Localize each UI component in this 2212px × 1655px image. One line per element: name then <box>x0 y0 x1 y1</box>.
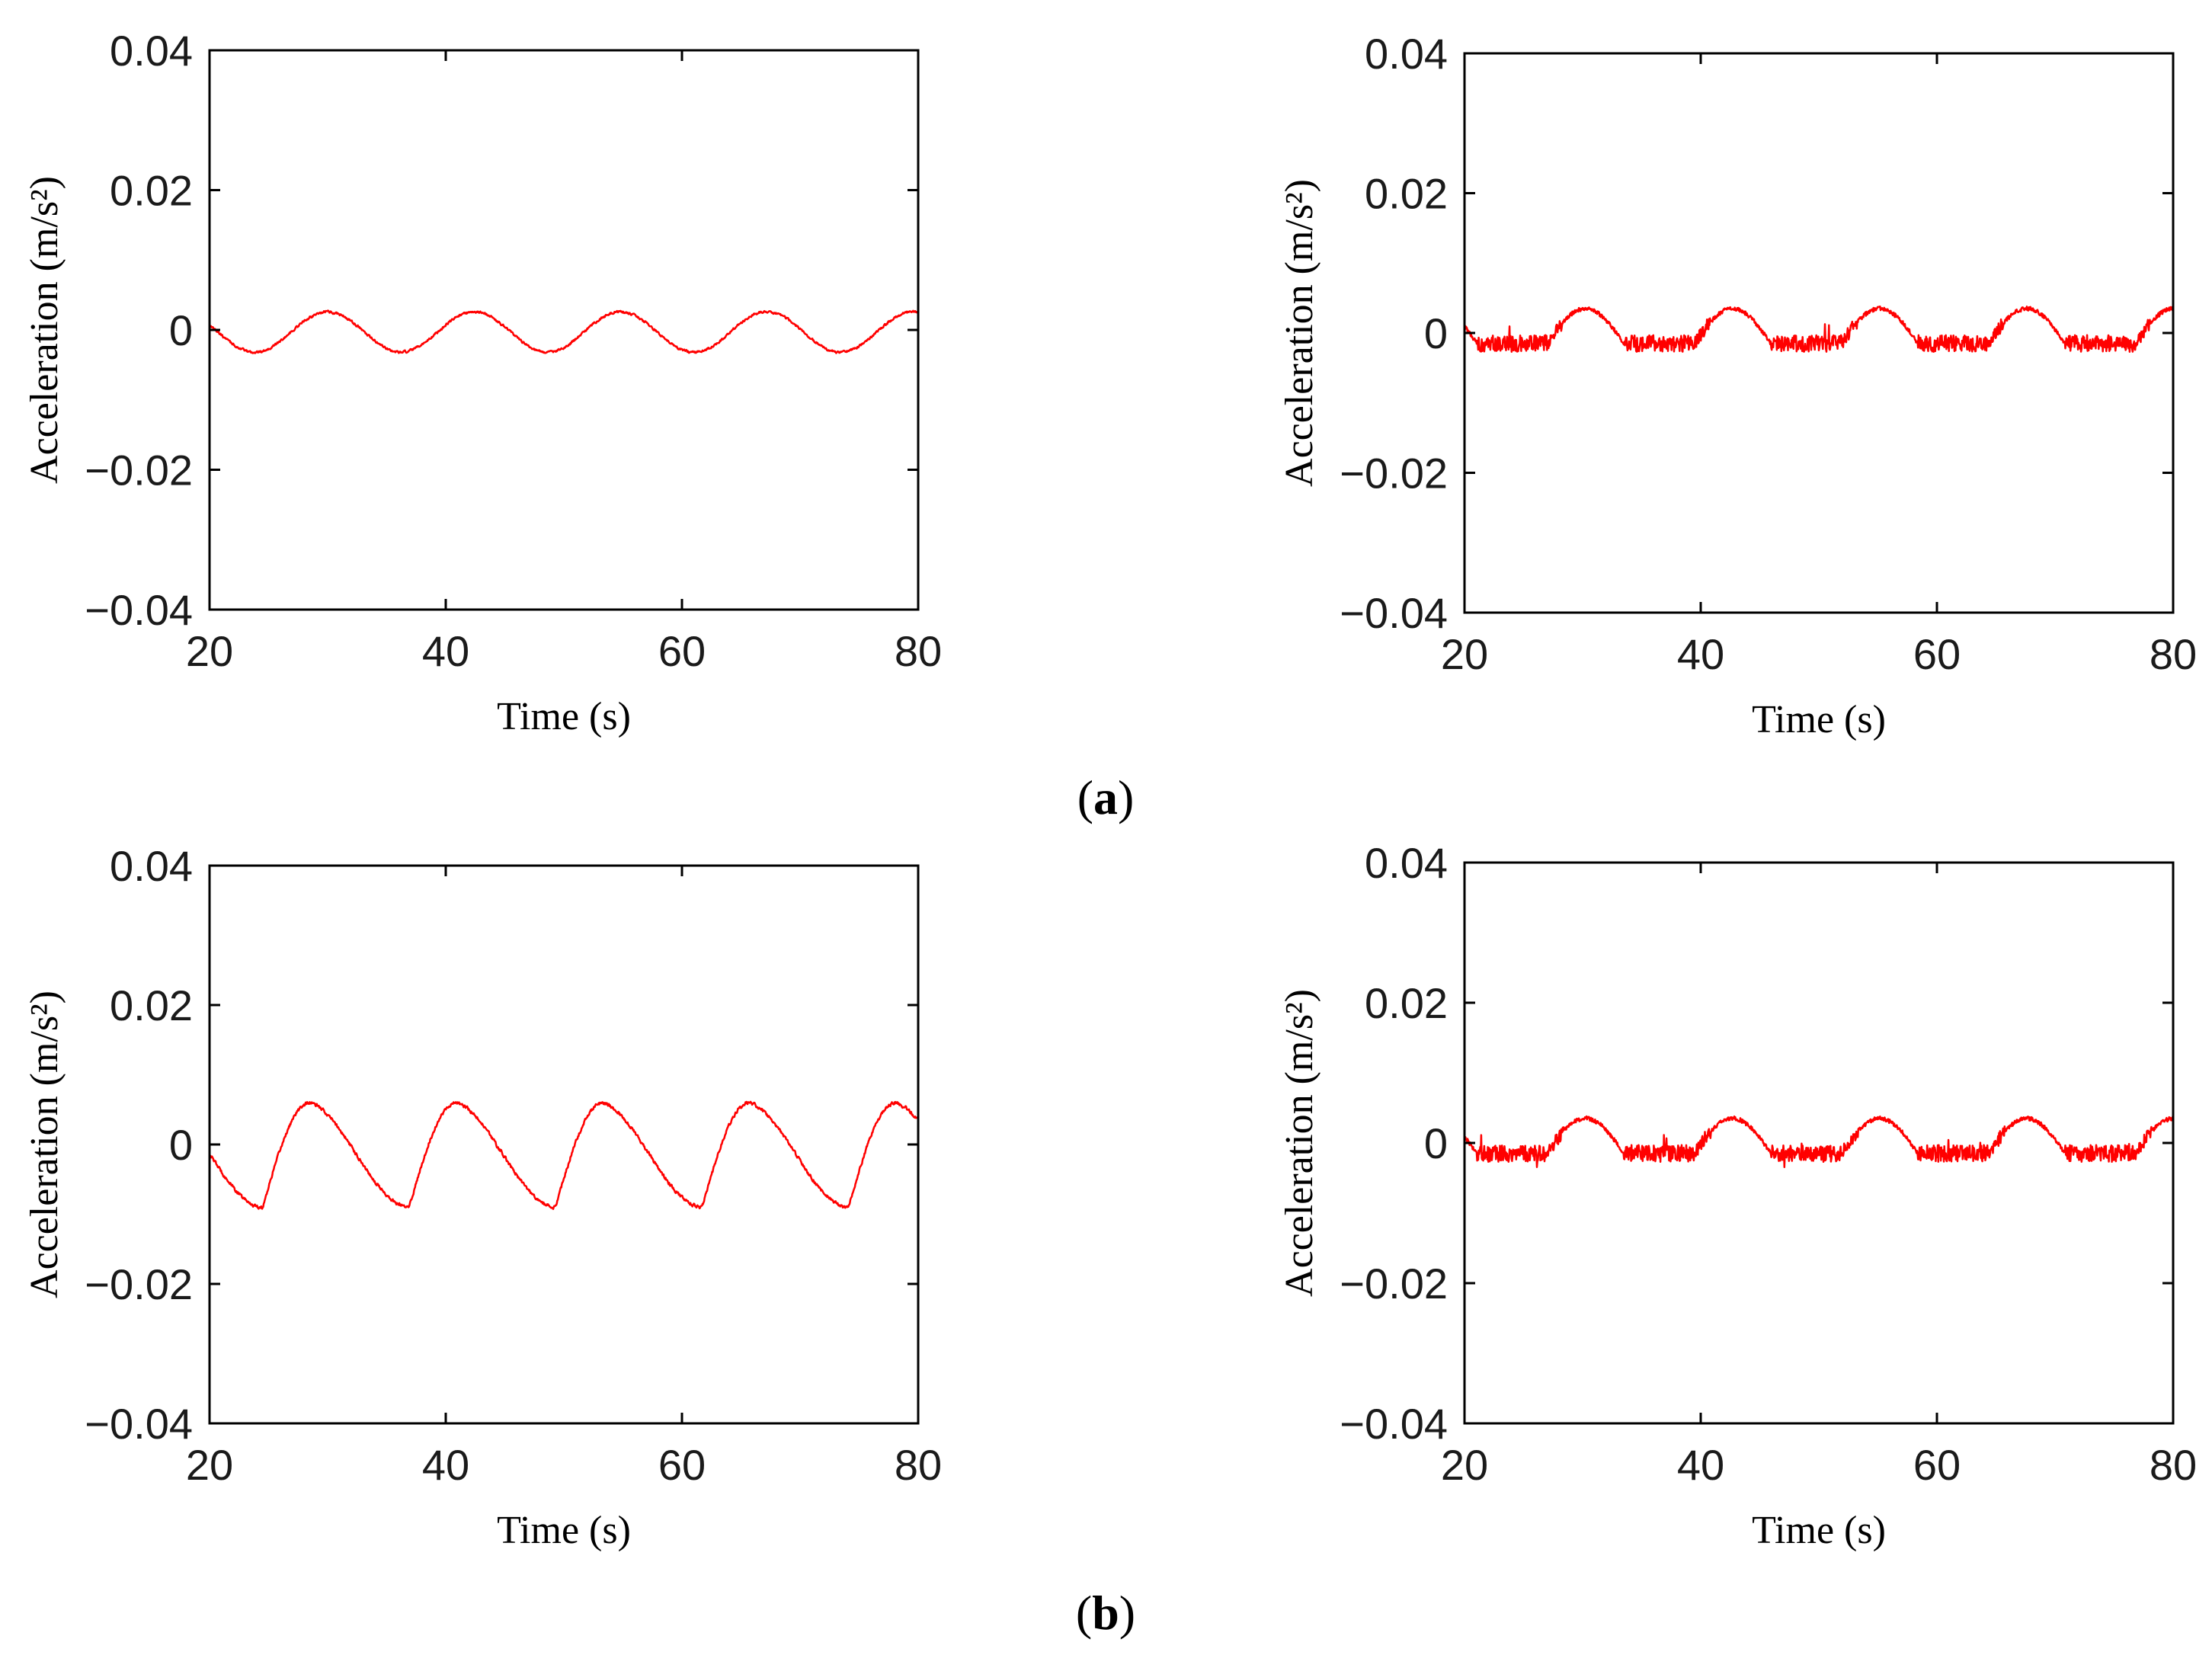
x-axis-label: Time (s) <box>497 1509 631 1552</box>
x-tick-label: 80 <box>895 627 942 675</box>
y-axis-label: Acceleration (m/s²) <box>1278 179 1321 487</box>
y-tick-label: 0 <box>169 306 193 354</box>
chart-bottom-left: 20 40 60 80 −0.04 −0.02 0 0.02 0.04 Time (s) Accel… <box>23 842 942 1552</box>
plot-frame <box>208 864 920 1425</box>
y-tick-label: −0.04 <box>1340 589 1448 637</box>
series-line-acceleration <box>1465 305 2173 353</box>
y-tick-label: 0.02 <box>1365 979 1448 1027</box>
y-tick-label: −0.04 <box>85 1400 193 1448</box>
x-tick-label: 80 <box>2150 630 2197 678</box>
x-tick-label: 20 <box>1441 1441 1488 1489</box>
x-axis-label: Time (s) <box>1752 1509 1886 1552</box>
x-tick-label: 60 <box>1913 630 1961 678</box>
x-tick-label: 40 <box>1677 1441 1724 1489</box>
y-tick-label: 0.04 <box>110 842 193 890</box>
y-tick-label: −0.02 <box>1340 1260 1448 1308</box>
series-line-acceleration <box>210 309 918 354</box>
y-tick-label: 0.02 <box>110 167 193 215</box>
x-axis-label: Time (s) <box>497 695 631 738</box>
y-axis-label: Acceleration (m/s²) <box>1278 989 1321 1297</box>
panel-label-b: (b) <box>1076 1586 1135 1640</box>
panel-b-open-paren: ( <box>1076 1586 1092 1640</box>
plot-frame <box>208 49 920 611</box>
y-axis-label: Acceleration (m/s²) <box>23 991 66 1298</box>
chart-bottom-right: 20 40 60 80 −0.04 −0.02 0 0.02 0.04 Time (s) Accel… <box>1278 839 2197 1552</box>
y-tick-label: 0.04 <box>1365 30 1448 78</box>
chart-top-right: 20 40 60 80 −0.04 −0.02 0 0.02 0.04 Time (s) Accel… <box>1278 30 2197 741</box>
panel-a-close-paren: ) <box>1118 770 1134 824</box>
y-tick-label: −0.02 <box>85 1260 193 1308</box>
series-line-acceleration <box>210 1100 918 1210</box>
y-tick-label: −0.02 <box>85 447 193 495</box>
y-tick-label: 0 <box>169 1121 193 1169</box>
y-tick-label: 0.04 <box>110 27 193 75</box>
plot-frame <box>1463 861 2175 1425</box>
y-tick-label: −0.04 <box>85 586 193 634</box>
x-tick-label: 40 <box>422 1441 469 1489</box>
panel-label-a: (a) <box>1077 770 1135 824</box>
y-tick-label: 0.02 <box>110 981 193 1029</box>
panel-a-open-paren: ( <box>1077 770 1093 824</box>
x-tick-label: 60 <box>1913 1441 1961 1489</box>
charts-group: 20 40 60 80 −0.04 −0.02 0 0.02 0.04 Time (s) Accel… <box>23 27 2197 1552</box>
panel-a-letter: a <box>1093 770 1118 824</box>
y-tick-label: 0 <box>1424 309 1448 357</box>
y-tick-label: 0.02 <box>1365 170 1448 218</box>
x-tick-label: 80 <box>895 1441 942 1489</box>
series-line-acceleration <box>1465 1115 2173 1169</box>
plot-frame <box>1463 52 2175 614</box>
y-tick-label: 0 <box>1424 1119 1448 1167</box>
x-tick-label: 40 <box>422 627 469 675</box>
x-tick-label: 40 <box>1677 630 1724 678</box>
x-tick-label: 20 <box>186 627 233 675</box>
x-axis-label: Time (s) <box>1752 698 1886 741</box>
x-tick-label: 60 <box>658 627 706 675</box>
x-tick-label: 20 <box>1441 630 1488 678</box>
panel-b-close-paren: ) <box>1119 1586 1135 1640</box>
x-tick-label: 80 <box>2150 1441 2197 1489</box>
y-tick-label: −0.02 <box>1340 450 1448 498</box>
x-tick-label: 20 <box>186 1441 233 1489</box>
panel-b-letter: b <box>1092 1586 1119 1640</box>
chart-top-left: 20 40 60 80 −0.04 −0.02 0 0.02 0.04 Time (s) Accel… <box>23 27 942 738</box>
y-tick-label: 0.04 <box>1365 839 1448 887</box>
y-axis-label: Acceleration (m/s²) <box>23 176 66 484</box>
x-tick-label: 60 <box>658 1441 706 1489</box>
y-tick-label: −0.04 <box>1340 1400 1448 1448</box>
